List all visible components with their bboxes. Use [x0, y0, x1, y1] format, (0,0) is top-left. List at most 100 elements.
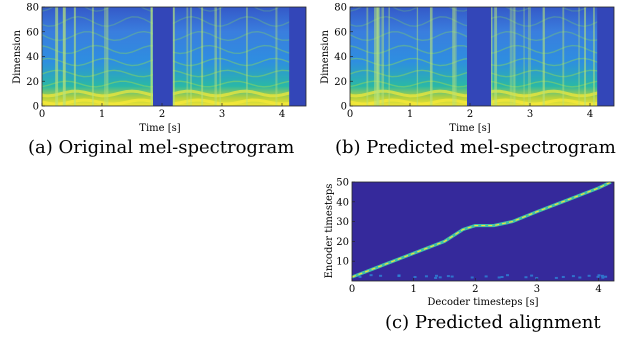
- x-tick-label: 0: [347, 109, 353, 120]
- y-tick-label: 10: [336, 257, 349, 268]
- y-tick-label: 0: [341, 102, 347, 113]
- noise-cell: [505, 274, 509, 277]
- onset-streak: [388, 7, 390, 106]
- noise-cell: [397, 275, 401, 278]
- onset-streak: [150, 7, 154, 106]
- alignment-path-core: [352, 182, 612, 278]
- x-tick-label: 2: [472, 284, 478, 295]
- y-tick-label: 20: [334, 77, 347, 88]
- x-tick-label: 2: [159, 109, 165, 120]
- harmonic-band: [350, 7, 589, 12]
- alignment-noise: [358, 274, 608, 279]
- x-tick-label: 3: [219, 109, 225, 120]
- plot-a-xlabel: Time [s]: [139, 123, 180, 134]
- noise-cell: [500, 276, 504, 279]
- noise-cell: [561, 275, 565, 278]
- onset-streak: [62, 7, 66, 106]
- silence-region: [153, 7, 173, 106]
- onset-streak: [104, 7, 107, 106]
- noise-cell: [450, 275, 454, 278]
- onset-streak: [523, 7, 525, 106]
- plot-c-frame: [351, 181, 615, 282]
- noise-cell: [424, 275, 428, 278]
- plot-a-ylabel: Dimension: [12, 30, 23, 84]
- silence-region: [597, 7, 614, 106]
- x-tick-label: 0: [349, 284, 355, 295]
- x-tick-label: 4: [595, 284, 601, 295]
- onset-streak: [416, 7, 419, 106]
- plot-c-ylabel: Encoder timesteps: [324, 184, 335, 279]
- onset-streak: [91, 7, 94, 106]
- x-tick-label: 3: [527, 109, 533, 120]
- onset-streak: [201, 7, 204, 106]
- noise-cell: [497, 276, 501, 279]
- onset-streak: [73, 7, 76, 106]
- noise-cell: [530, 274, 534, 277]
- y-tick-label: 30: [336, 217, 349, 228]
- onset-streak: [186, 7, 189, 106]
- noise-cell: [446, 275, 450, 278]
- noise-cell: [571, 275, 575, 278]
- harmonic-band: [42, 7, 281, 12]
- onset-streak: [592, 7, 595, 106]
- onset-streak: [214, 7, 216, 106]
- y-tick-label: 20: [336, 237, 349, 248]
- noise-cell: [524, 276, 528, 279]
- y-tick-label: 40: [336, 197, 349, 208]
- noise-cell: [554, 276, 558, 279]
- plot-b-xlabel: Time [s]: [449, 123, 490, 134]
- noise-cell: [369, 274, 373, 277]
- noise-cell: [587, 274, 591, 277]
- onset-streak: [189, 7, 193, 106]
- x-tick-label: 1: [99, 109, 105, 120]
- y-tick-label: 80: [26, 3, 39, 14]
- onset-streak: [452, 7, 456, 106]
- noise-cell: [578, 276, 582, 279]
- x-tick-label: 1: [407, 109, 413, 120]
- onset-streak: [172, 7, 175, 106]
- noise-cell: [484, 275, 488, 278]
- onset-streak: [509, 7, 513, 106]
- noise-cell: [379, 274, 383, 277]
- onset-streak: [376, 7, 378, 106]
- onset-streak: [378, 7, 381, 106]
- noise-cell: [596, 275, 600, 278]
- y-tick-label: 60: [334, 27, 347, 38]
- onset-streak: [584, 7, 586, 106]
- x-tick-label: 4: [279, 109, 285, 120]
- noise-cell: [413, 276, 417, 279]
- noise-cell: [535, 276, 539, 279]
- noise-cell: [601, 276, 605, 279]
- y-tick-label: 0: [33, 102, 39, 113]
- x-tick-label: 0: [39, 109, 45, 120]
- onset-streak: [381, 7, 385, 106]
- onset-streak: [513, 7, 516, 106]
- noise-cell: [434, 276, 438, 279]
- onset-streak: [429, 7, 433, 106]
- spectrogram-a-silence: [153, 7, 306, 106]
- y-tick-label: 60: [26, 27, 39, 38]
- noise-cell: [600, 274, 604, 277]
- onset-streak: [562, 7, 565, 106]
- onset-streak: [55, 7, 59, 106]
- silence-region: [467, 7, 491, 106]
- y-tick-label: 40: [26, 52, 39, 63]
- noise-cell: [597, 274, 601, 277]
- noise-cell: [470, 276, 474, 279]
- onset-streak: [494, 7, 498, 106]
- onset-streak: [219, 7, 222, 106]
- plot-b-ylabel: Dimension: [320, 30, 331, 84]
- onset-streak: [215, 7, 217, 106]
- onset-streak: [374, 7, 377, 106]
- plot-c-axes: 0 1 2 3 4 10 20 30 40 50: [336, 178, 602, 296]
- onset-streak: [527, 7, 531, 106]
- plot-c-xlabel: Decoder timesteps [s]: [427, 297, 538, 308]
- silence-region: [289, 7, 306, 106]
- onset-streak: [366, 7, 369, 106]
- spectrogram-b-silence: [467, 7, 614, 106]
- noise-cell: [438, 276, 442, 279]
